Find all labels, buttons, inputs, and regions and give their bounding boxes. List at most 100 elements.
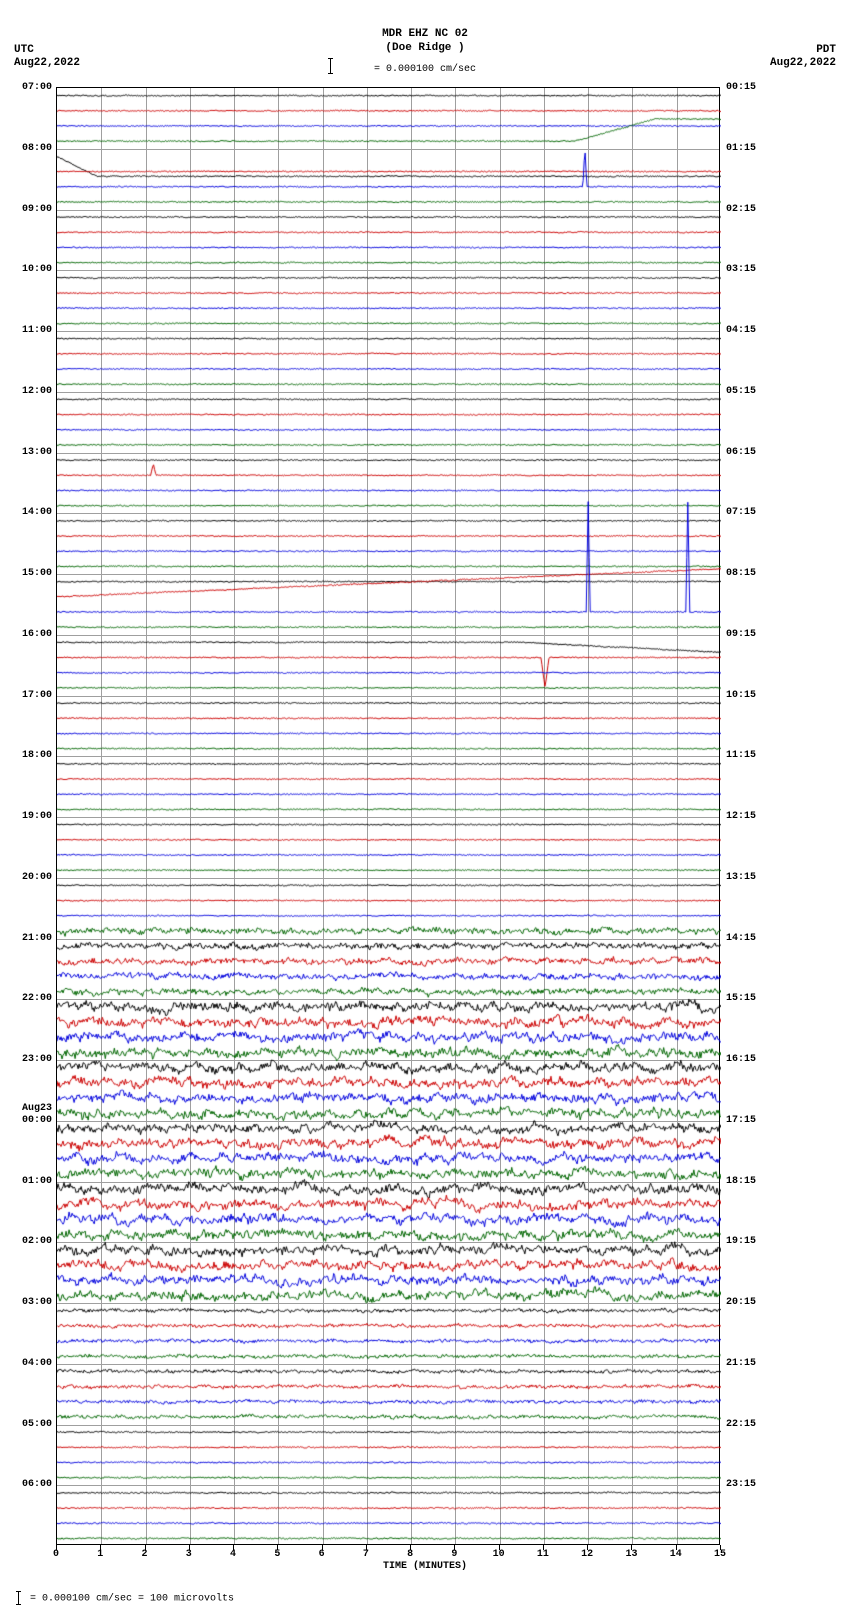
grid-line-h (57, 1425, 719, 1426)
utc-hour-label: 07:00 (12, 82, 52, 93)
x-tick-mark (322, 1545, 323, 1550)
utc-hour-label: 15:00 (12, 568, 52, 579)
x-tick-label: 6 (312, 1549, 332, 1560)
grid-line-v (234, 88, 235, 1544)
pdt-hour-label: 03:15 (726, 264, 770, 275)
x-tick-mark (56, 1545, 57, 1550)
date-left-label: Aug22,2022 (14, 57, 80, 69)
x-axis-label: TIME (MINUTES) (0, 1561, 850, 1572)
date-right-label: Aug22,2022 (770, 57, 836, 69)
grid-line-v (367, 88, 368, 1544)
grid-line-v (323, 88, 324, 1544)
utc-hour-label: 11:00 (12, 325, 52, 336)
x-tick-label: 1 (90, 1549, 110, 1560)
pdt-hour-label: 00:15 (726, 82, 770, 93)
x-tick-label: 11 (533, 1549, 553, 1560)
x-tick-label: 4 (223, 1549, 243, 1560)
grid-line-h (57, 513, 719, 514)
x-tick-label: 12 (577, 1549, 597, 1560)
grid-line-v (190, 88, 191, 1544)
utc-hour-label: 23:00 (12, 1054, 52, 1065)
grid-line-v (101, 88, 102, 1544)
x-tick-label: 7 (356, 1549, 376, 1560)
utc-hour-label: 04:00 (12, 1358, 52, 1369)
pdt-hour-label: 13:15 (726, 872, 770, 883)
pdt-hour-label: 18:15 (726, 1176, 770, 1187)
x-tick-mark (454, 1545, 455, 1550)
pdt-hour-label: 12:15 (726, 811, 770, 822)
location-header: (Doe Ridge ) (0, 42, 850, 54)
grid-line-h (57, 331, 719, 332)
footer-scale: = 0.000100 cm/sec = 100 microvolts (14, 1591, 234, 1605)
x-tick-mark (366, 1545, 367, 1550)
pdt-hour-label: 01:15 (726, 143, 770, 154)
grid-line-h (57, 939, 719, 940)
grid-line-h (57, 1364, 719, 1365)
x-tick-label: 10 (489, 1549, 509, 1560)
seismograph-plot (56, 87, 720, 1545)
grid-line-h (57, 574, 719, 575)
utc-hour-label: 17:00 (12, 690, 52, 701)
tz-right-label: PDT (816, 44, 836, 56)
pdt-hour-label: 16:15 (726, 1054, 770, 1065)
grid-line-v (278, 88, 279, 1544)
utc-hour-label: 06:00 (12, 1479, 52, 1490)
utc-hour-label: 20:00 (12, 872, 52, 883)
pdt-hour-label: 17:15 (726, 1115, 770, 1126)
utc-hour-label: 21:00 (12, 933, 52, 944)
pdt-hour-label: 06:15 (726, 447, 770, 458)
tz-left-label: UTC (14, 44, 34, 56)
grid-line-h (57, 1121, 719, 1122)
pdt-hour-label: 08:15 (726, 568, 770, 579)
grid-line-v (146, 88, 147, 1544)
x-tick-mark (233, 1545, 234, 1550)
station-header: MDR EHZ NC 02 (0, 28, 850, 40)
pdt-hour-label: 07:15 (726, 507, 770, 518)
utc-hour-label: 00:00 (12, 1115, 52, 1126)
pdt-hour-label: 14:15 (726, 933, 770, 944)
x-tick-mark (720, 1545, 721, 1550)
pdt-hour-label: 05:15 (726, 386, 770, 397)
x-tick-label: 13 (621, 1549, 641, 1560)
grid-line-h (57, 756, 719, 757)
grid-line-h (57, 210, 719, 211)
grid-line-h (57, 1485, 719, 1486)
utc-hour-label: 05:00 (12, 1419, 52, 1430)
utc-hour-label: 03:00 (12, 1297, 52, 1308)
utc-hour-label: 16:00 (12, 629, 52, 640)
utc-hour-label: 09:00 (12, 204, 52, 215)
scale-label: = 0.000100 cm/sec (0, 64, 850, 75)
x-tick-mark (631, 1545, 632, 1550)
utc-hour-label: 12:00 (12, 386, 52, 397)
x-tick-mark (543, 1545, 544, 1550)
x-tick-mark (145, 1545, 146, 1550)
x-tick-mark (189, 1545, 190, 1550)
pdt-hour-label: 09:15 (726, 629, 770, 640)
grid-line-h (57, 1182, 719, 1183)
utc-hour-label: 10:00 (12, 264, 52, 275)
pdt-hour-label: 22:15 (726, 1419, 770, 1430)
x-tick-mark (499, 1545, 500, 1550)
x-tick-label: 5 (267, 1549, 287, 1560)
x-tick-mark (277, 1545, 278, 1550)
pdt-hour-label: 15:15 (726, 993, 770, 1004)
utc-hour-label: 01:00 (12, 1176, 52, 1187)
pdt-hour-label: 10:15 (726, 690, 770, 701)
utc-hour-label: 02:00 (12, 1236, 52, 1247)
utc-hour-label: 22:00 (12, 993, 52, 1004)
x-tick-mark (100, 1545, 101, 1550)
grid-line-h (57, 1303, 719, 1304)
x-tick-mark (587, 1545, 588, 1550)
footer-text: = 0.000100 cm/sec = 100 microvolts (30, 1594, 234, 1605)
grid-line-h (57, 817, 719, 818)
x-tick-mark (676, 1545, 677, 1550)
grid-line-v (455, 88, 456, 1544)
x-tick-label: 3 (179, 1549, 199, 1560)
pdt-hour-label: 21:15 (726, 1358, 770, 1369)
grid-line-v (544, 88, 545, 1544)
grid-line-v (588, 88, 589, 1544)
grid-line-h (57, 1060, 719, 1061)
day-break-label: Aug23 (12, 1103, 52, 1114)
grid-line-h (57, 878, 719, 879)
grid-line-h (57, 453, 719, 454)
